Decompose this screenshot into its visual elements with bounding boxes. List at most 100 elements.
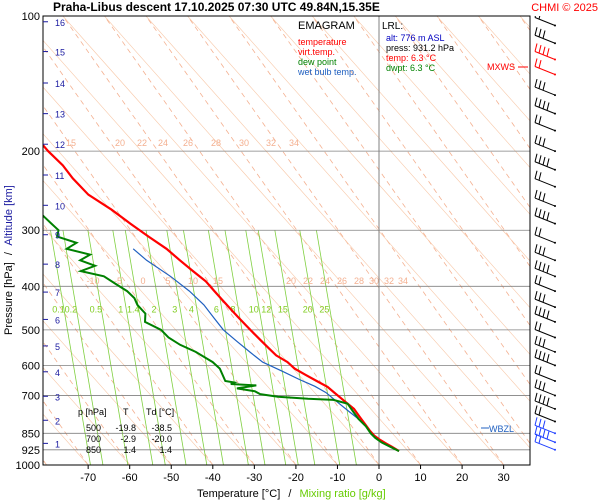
wind-barb (534, 27, 556, 45)
wind-barb (534, 135, 556, 153)
isotherm-label: -10 (86, 276, 99, 286)
legend: EMAGRAM temperature virt.temp. dew point… (297, 20, 357, 77)
isotherm-label: 34 (289, 138, 299, 148)
wind-barb (534, 244, 556, 262)
altitude-tick-label: 2 (55, 416, 60, 426)
moist-adiabat (561, 16, 600, 465)
isotherm-labels: -10 -5 0 5 10 15 20 22 24 26 28 30 32 34 15 20 22 24 26 28 3… (66, 138, 408, 286)
isotherm-label: 32 (266, 138, 276, 148)
altitude-tick-label: 6 (55, 315, 60, 325)
x-axis-separator: / (288, 488, 292, 500)
wind-barb (534, 364, 556, 382)
altitude-tick-label: 1 (55, 439, 60, 449)
isotherm-label: 32 (384, 276, 394, 286)
pressure-tick-label: 850 (22, 428, 40, 440)
altitude-tick-label: 12 (55, 140, 65, 150)
wind-barb (534, 275, 556, 293)
table-cell: -20.0 (151, 434, 172, 444)
table-cell: 1.4 (159, 445, 172, 455)
y-axis-separator: / (3, 251, 15, 255)
wind-barb (534, 379, 556, 397)
isotherm-label: 20 (115, 138, 125, 148)
dry-adiabat (561, 16, 600, 465)
mxws-label: MXWS (487, 62, 515, 72)
wind-barbs (534, 16, 556, 451)
mixing-ratio-label: 8 (230, 305, 235, 315)
mixing-ratio-line (315, 230, 357, 465)
moist-adiabat-lines (43, 16, 600, 465)
table-header-p: p [hPa] (78, 407, 107, 417)
moist-adiabat (43, 133, 338, 465)
isotherm-label: 15 (213, 276, 223, 286)
mixing-ratio-line (62, 230, 104, 465)
plot-frame (42, 15, 531, 466)
wind-barb (534, 392, 556, 410)
dry-adiabat (43, 341, 131, 465)
x-axis-label: Temperature [°C] / Mixing ratio [g/kg] (197, 488, 386, 500)
moist-adiabat (228, 16, 530, 355)
mixing-ratio-label: 10 (249, 305, 259, 315)
altitude-tick-label: 3 (55, 392, 60, 402)
wind-barb (534, 405, 556, 423)
temperature-tick-label: 0 (376, 472, 382, 484)
pressure-tick-label: 925 (22, 445, 40, 457)
isotherm-label: 20 (286, 276, 296, 286)
lrl-info: LRL: alt: 776 m ASL press: 931.2 hPa tem… (382, 21, 454, 73)
table-cell: 1.4 (123, 445, 136, 455)
mixing-ratio-label: 4 (189, 305, 194, 315)
credit-label: CHMI © 2025 (531, 2, 598, 14)
isotherm-label: 10 (188, 276, 198, 286)
wind-barb (534, 16, 556, 27)
moist-adiabat (62, 16, 463, 465)
pressure-tick-label: 100 (22, 11, 40, 23)
pressure-tick-label: 300 (22, 225, 40, 237)
mixing-ratio-line (145, 230, 187, 465)
mixing-ratio-line (207, 230, 249, 465)
temperature-tick-label: 20 (456, 472, 468, 484)
dry-adiabat (43, 282, 172, 465)
pressure-axis-label: Pressure [hPa] (3, 262, 15, 335)
temperature-tick-label: 30 (498, 472, 510, 484)
mxws-marker: MXWS (487, 62, 528, 72)
altitude-tick-label: 10 (55, 201, 65, 211)
table-header-td: Td [°C] (146, 407, 174, 417)
wind-barb (534, 349, 556, 367)
temperature-tick-label: -50 (163, 472, 179, 484)
wind-barb (534, 290, 556, 309)
moist-adiabat (145, 16, 530, 449)
temperature-line (43, 143, 400, 453)
wind-barb (534, 207, 556, 225)
mixing-ratio-label: 0.1 (52, 305, 65, 315)
mixing-ratio-label: 25 (319, 305, 329, 315)
mixing-ratio-line (124, 230, 166, 465)
moist-adiabat (104, 16, 504, 465)
legend-title: EMAGRAM (298, 20, 355, 32)
mixing-ratio-label: 20 (303, 305, 313, 315)
temperature-tick-label: -30 (246, 472, 262, 484)
altitude-tick-label: 16 (55, 18, 65, 28)
wind-barb (534, 417, 556, 435)
legend-wet-bulb: wet bulb temp. (297, 67, 357, 77)
pressure-grid (43, 150, 530, 451)
mixing-ratio-label: 0.5 (90, 305, 103, 315)
mixing-ratio-line (112, 230, 154, 465)
moist-adiabat (43, 86, 380, 465)
temperature-axis-label: Temperature [°C] (197, 488, 280, 500)
temperature-tick-label: 10 (414, 472, 426, 484)
wbzl-marker: WBZL (481, 424, 514, 434)
isotherm-label: 26 (183, 138, 193, 148)
moist-adiabat (43, 226, 255, 465)
temperature-tick-label: -70 (80, 472, 96, 484)
wind-barb (534, 43, 556, 61)
wind-barb (534, 153, 556, 171)
temperature-tick-label: -20 (288, 472, 304, 484)
table-cell: 700 (86, 434, 101, 444)
wind-barb (534, 335, 556, 353)
isotherm-label: 22 (137, 138, 147, 148)
moist-adiabat (270, 16, 530, 309)
mixing-ratio-line (274, 230, 316, 465)
mixing-ratio-label: 2 (152, 305, 157, 315)
wbzl-label: WBZL (489, 424, 514, 434)
